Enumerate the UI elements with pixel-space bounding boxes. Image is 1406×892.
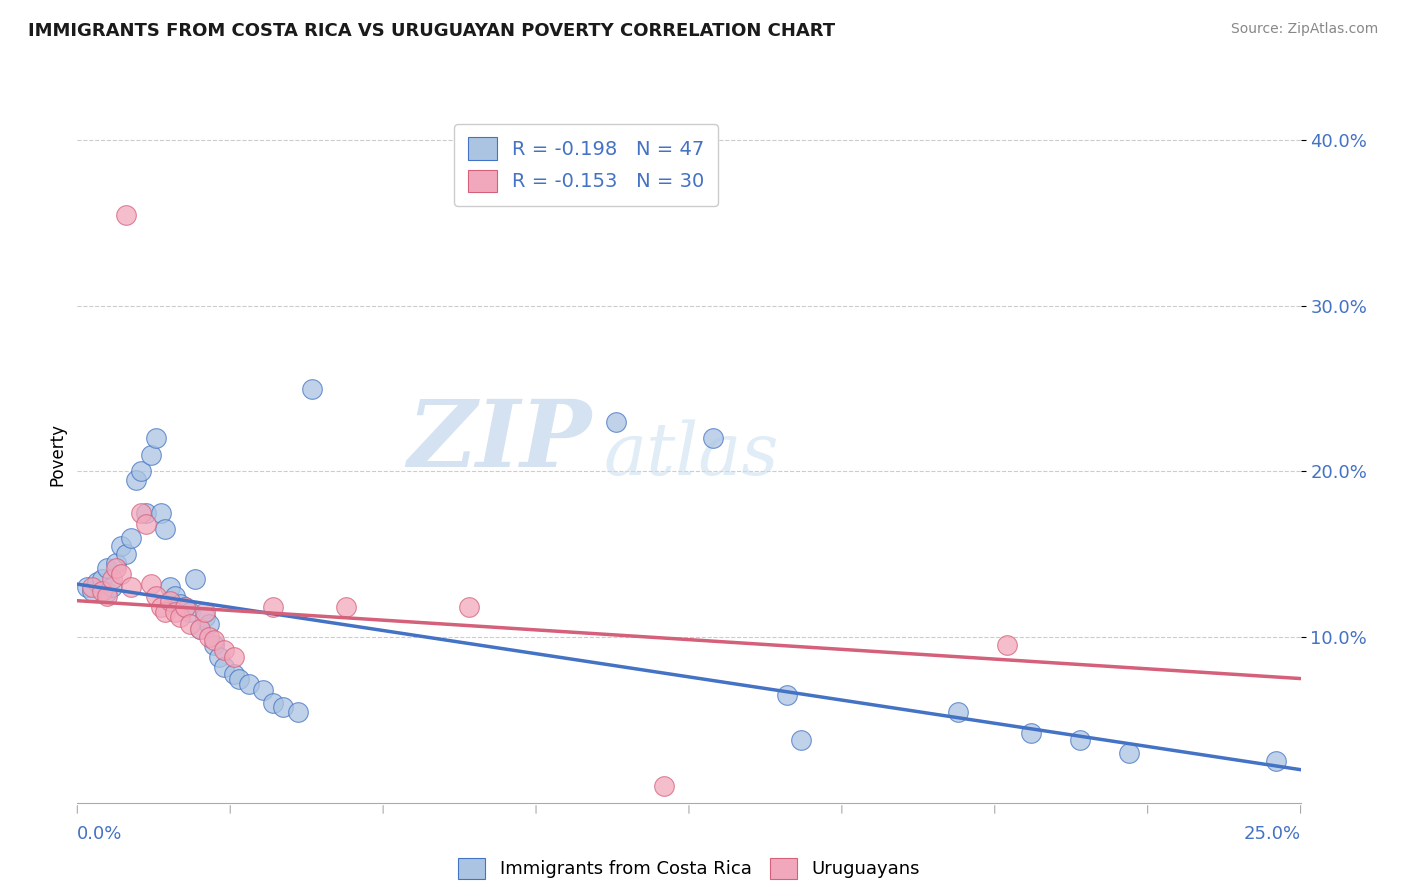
Point	[100, 581, 122, 595]
Point	[115, 208, 138, 222]
Point	[96, 589, 118, 603]
Point	[90, 583, 112, 598]
Point	[198, 616, 221, 631]
Point	[212, 660, 235, 674]
Text: atlas: atlas	[603, 419, 779, 491]
Point	[228, 672, 250, 686]
Point	[212, 643, 235, 657]
Point	[129, 465, 152, 479]
Point	[155, 523, 177, 537]
Point	[184, 572, 207, 586]
Point	[654, 779, 676, 793]
Point	[776, 688, 799, 702]
Point	[193, 610, 215, 624]
Point	[80, 583, 103, 598]
Point	[287, 705, 309, 719]
Point	[105, 560, 128, 574]
Point	[262, 697, 284, 711]
Point	[110, 539, 132, 553]
Point	[145, 589, 167, 603]
Point	[222, 666, 245, 681]
Point	[252, 683, 274, 698]
Text: 0.0%: 0.0%	[77, 825, 122, 843]
Point	[208, 650, 231, 665]
Y-axis label: Poverty: Poverty	[48, 424, 66, 486]
Point	[135, 506, 157, 520]
Point	[202, 633, 225, 648]
Point	[174, 600, 197, 615]
Point	[159, 593, 181, 607]
Point	[1265, 755, 1288, 769]
Text: 25.0%: 25.0%	[1243, 825, 1301, 843]
Point	[120, 581, 142, 595]
Point	[222, 650, 245, 665]
Point	[165, 605, 187, 619]
Point	[100, 572, 122, 586]
Point	[238, 676, 260, 690]
Point	[90, 572, 112, 586]
Text: Source: ZipAtlas.com: Source: ZipAtlas.com	[1230, 22, 1378, 37]
Point	[139, 448, 162, 462]
Point	[1118, 746, 1140, 760]
Point	[301, 382, 323, 396]
Point	[946, 705, 969, 719]
Point	[165, 589, 187, 603]
Point	[115, 547, 138, 561]
Point	[188, 622, 211, 636]
Point	[120, 531, 142, 545]
Point	[169, 610, 191, 624]
Point	[125, 473, 148, 487]
Point	[790, 732, 813, 747]
Point	[605, 415, 627, 429]
Legend: Immigrants from Costa Rica, Uruguayans: Immigrants from Costa Rica, Uruguayans	[446, 845, 932, 891]
Point	[86, 575, 108, 590]
Point	[169, 597, 191, 611]
Point	[80, 581, 103, 595]
Point	[174, 600, 197, 615]
Point	[129, 506, 152, 520]
Point	[995, 639, 1018, 653]
Point	[1069, 732, 1091, 747]
Point	[159, 581, 181, 595]
Text: IMMIGRANTS FROM COSTA RICA VS URUGUAYAN POVERTY CORRELATION CHART: IMMIGRANTS FROM COSTA RICA VS URUGUAYAN …	[28, 22, 835, 40]
Point	[149, 506, 172, 520]
Point	[139, 577, 162, 591]
Point	[135, 517, 157, 532]
Text: ZIP: ZIP	[406, 396, 591, 486]
Point	[262, 600, 284, 615]
Point	[145, 431, 167, 445]
Point	[179, 605, 201, 619]
Point	[188, 622, 211, 636]
Point	[335, 600, 357, 615]
Point	[1021, 726, 1043, 740]
Point	[457, 600, 479, 615]
Point	[179, 616, 201, 631]
Point	[96, 585, 118, 599]
Point	[96, 560, 118, 574]
Point	[155, 605, 177, 619]
Point	[702, 431, 724, 445]
Point	[202, 639, 225, 653]
Point	[110, 567, 132, 582]
Point	[76, 581, 98, 595]
Point	[193, 605, 215, 619]
Point	[105, 556, 128, 570]
Point	[271, 699, 294, 714]
Point	[198, 630, 221, 644]
Point	[149, 600, 172, 615]
